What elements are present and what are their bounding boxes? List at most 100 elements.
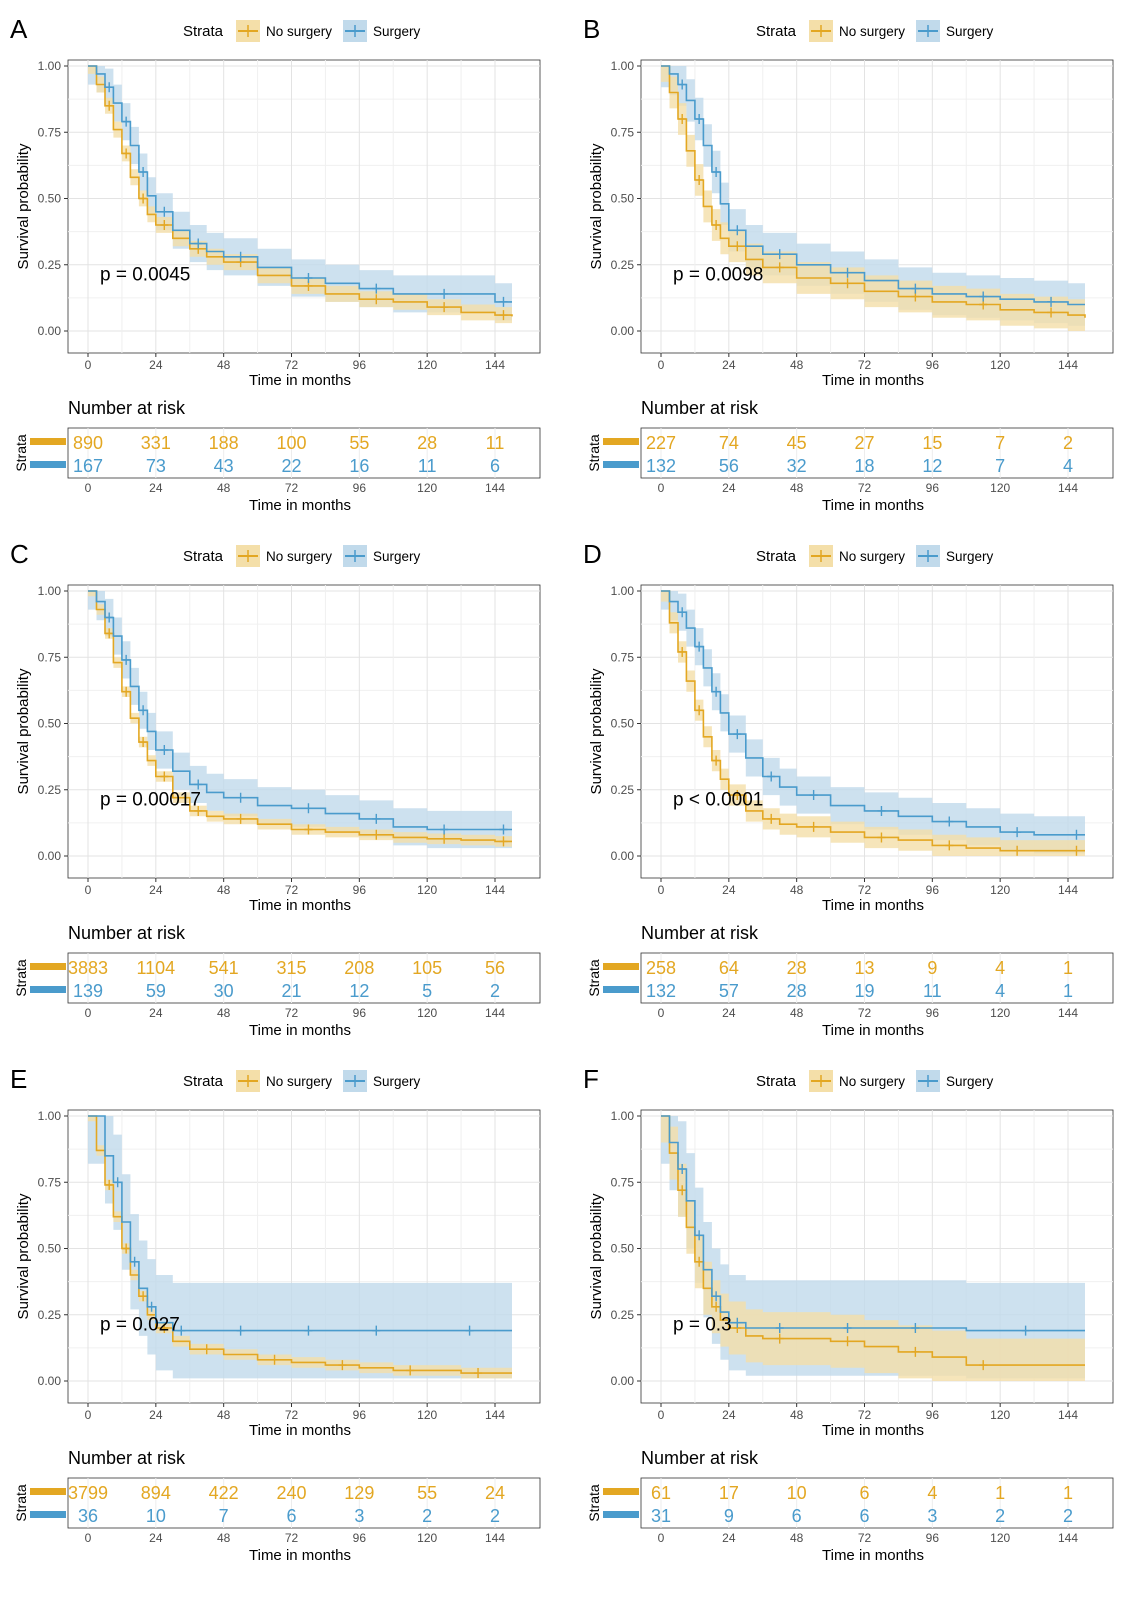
- risk-value-surgery: 36: [78, 1506, 98, 1526]
- risk-row-key-surgery: [30, 1511, 66, 1518]
- censor-mark-surgery: [775, 1323, 784, 1333]
- risk-x-tick-label: 48: [790, 1006, 804, 1020]
- x-tick-label: 96: [353, 358, 367, 372]
- risk-x-tick-label: 0: [85, 1531, 92, 1545]
- censor-mark-surgery: [695, 114, 704, 124]
- censor-mark-surgery: [499, 824, 508, 835]
- censor-mark-surgery: [733, 729, 742, 740]
- risk-value-surgery: 2: [490, 981, 500, 1001]
- y-tick-label: 0.50: [611, 1242, 635, 1256]
- confidence-band-no-surgery: [661, 66, 1085, 331]
- risk-x-tick-label: 96: [926, 481, 940, 495]
- censor-mark-no-surgery: [911, 1346, 920, 1357]
- risk-x-tick-label: 0: [658, 481, 665, 495]
- censor-mark-surgery: [304, 803, 313, 814]
- censor-mark-no-surgery: [105, 100, 114, 111]
- risk-value-no-surgery: 13: [854, 958, 874, 978]
- censor-mark-no-surgery: [105, 1179, 114, 1190]
- risk-value-surgery: 32: [787, 456, 807, 476]
- y-tick-label: 0.25: [38, 783, 62, 797]
- risk-table-title: Number at risk: [641, 1448, 759, 1468]
- censor-mark-no-surgery: [1013, 845, 1022, 856]
- risk-value-surgery: 22: [281, 456, 301, 476]
- panel-F: F Strata No surgery Surgery 0.00 0.25 0.50 0.75…: [583, 1064, 1114, 1564]
- risk-value-surgery: 57: [719, 981, 739, 1001]
- risk-value-no-surgery: 258: [646, 958, 676, 978]
- risk-row-key-no-surgery: [603, 963, 639, 970]
- panel-letter: B: [583, 14, 600, 44]
- x-tick-label: 48: [790, 358, 804, 372]
- censor-mark-surgery: [843, 1323, 852, 1333]
- risk-value-no-surgery: 15: [922, 433, 942, 453]
- censor-mark-no-surgery: [678, 114, 687, 124]
- risk-row-key-surgery: [30, 461, 66, 468]
- risk-x-tick-label: 96: [926, 1531, 940, 1545]
- legend-label-surgery: Surgery: [373, 549, 421, 564]
- censor-mark-surgery: [775, 249, 784, 260]
- censor-mark-no-surgery: [372, 294, 381, 305]
- censor-mark-surgery: [843, 267, 852, 278]
- y-tick-label: 1.00: [611, 1109, 635, 1123]
- risk-x-tick-label: 0: [85, 481, 92, 495]
- y-tick-label: 0.25: [38, 1308, 62, 1322]
- censor-mark-surgery: [911, 1323, 920, 1333]
- risk-table-ylabel: Strata: [13, 434, 29, 472]
- legend-title: Strata: [183, 23, 224, 40]
- risk-value-no-surgery: 56: [485, 958, 505, 978]
- p-value: p = 0.3: [673, 1315, 732, 1336]
- risk-value-surgery: 6: [490, 456, 500, 476]
- legend-label-surgery: Surgery: [946, 24, 994, 39]
- risk-x-tick-label: 144: [485, 481, 505, 495]
- risk-value-surgery: 21: [281, 981, 301, 1001]
- risk-value-no-surgery: 11: [486, 433, 505, 453]
- risk-x-tick-label: 72: [285, 1531, 299, 1545]
- censor-mark-surgery: [113, 1177, 122, 1188]
- legend-label-surgery: Surgery: [373, 1074, 421, 1089]
- censor-mark-surgery: [712, 1291, 721, 1302]
- x-tick-label: 72: [858, 883, 872, 897]
- censor-mark-surgery: [304, 1325, 313, 1336]
- risk-value-no-surgery: 1: [1063, 958, 1073, 978]
- risk-x-tick-label: 72: [858, 481, 872, 495]
- censor-mark-surgery: [304, 273, 313, 283]
- censor-mark-no-surgery: [733, 241, 742, 252]
- risk-x-tick-label: 48: [217, 1006, 231, 1020]
- x-tick-label: 0: [658, 358, 665, 372]
- x-tick-label: 72: [285, 358, 299, 372]
- risk-x-axis-label: Time in months: [822, 1022, 924, 1039]
- panel-C: C Strata No surgery Surgery 0.00 0.25 0.50 0.75…: [10, 539, 541, 1039]
- risk-x-tick-label: 48: [217, 481, 231, 495]
- risk-table: Number at risk 3883 1104 541 315 208 105 56 139 5…: [13, 923, 541, 1039]
- y-tick-label: 0.25: [611, 258, 635, 272]
- x-tick-label: 96: [926, 883, 940, 897]
- censor-mark-no-surgery: [678, 646, 687, 657]
- risk-table-frame: [640, 427, 1114, 479]
- risk-value-no-surgery: 4: [995, 958, 1005, 978]
- legend: Strata No surgery Surgery: [183, 545, 421, 567]
- censor-mark-surgery: [678, 1164, 687, 1174]
- x-axis-label: Time in months: [822, 1422, 924, 1439]
- risk-value-surgery: 12: [349, 981, 369, 1001]
- censor-mark-surgery: [372, 283, 381, 294]
- censor-mark-no-surgery: [236, 813, 245, 824]
- risk-value-no-surgery: 4: [927, 1483, 937, 1503]
- risk-table-frame: [640, 1477, 1114, 1529]
- censor-mark-no-surgery: [1072, 845, 1081, 856]
- risk-value-surgery: 16: [349, 456, 369, 476]
- risk-x-tick-label: 72: [285, 1006, 299, 1020]
- censor-mark-no-surgery: [695, 174, 704, 185]
- risk-value-surgery: 9: [724, 1506, 734, 1526]
- risk-value-surgery: 3: [927, 1506, 937, 1526]
- risk-table-title: Number at risk: [641, 398, 759, 418]
- y-tick-label: 0.00: [38, 849, 62, 863]
- panel-A: A Strata No surgery Surgery 0.00 0.25 0.50 0.75…: [10, 14, 541, 514]
- censor-mark-surgery: [809, 790, 818, 801]
- y-tick-label: 0.00: [611, 1374, 635, 1388]
- censor-mark-no-surgery: [499, 310, 508, 321]
- risk-x-tick-label: 24: [722, 1006, 736, 1020]
- censor-mark-surgery: [147, 1301, 156, 1312]
- risk-value-surgery: 43: [214, 456, 234, 476]
- risk-x-tick-label: 144: [1058, 481, 1078, 495]
- x-tick-label: 120: [417, 1408, 437, 1422]
